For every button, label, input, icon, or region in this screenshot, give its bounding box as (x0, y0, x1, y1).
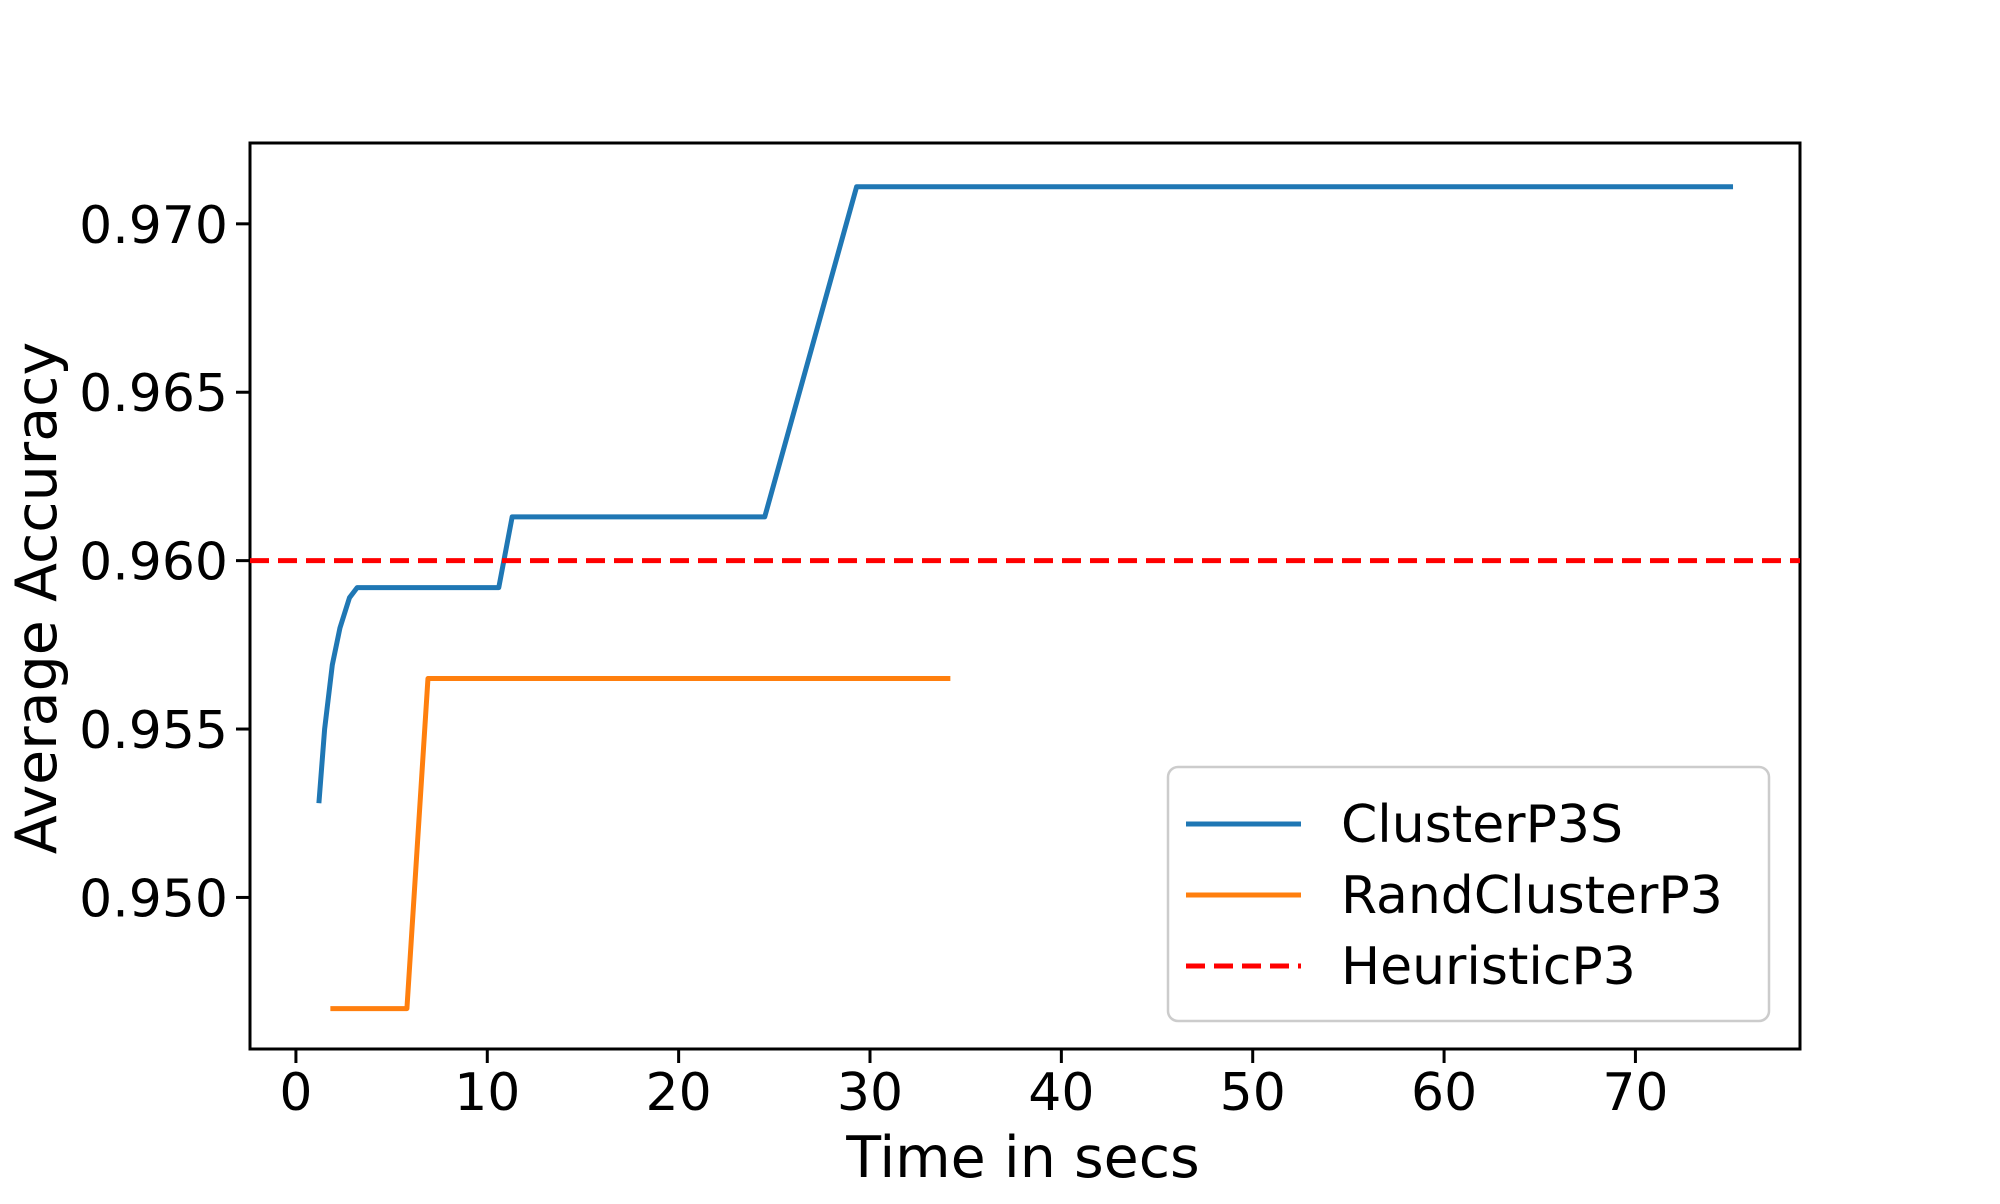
x-tick-label: 70 (1602, 1063, 1668, 1123)
y-tick-label: 0.960 (79, 533, 228, 593)
y-tick-label: 0.950 (79, 869, 228, 929)
x-tick-label: 50 (1220, 1063, 1286, 1123)
x-tick-label: 10 (454, 1063, 520, 1123)
series-line-RandClusterP3 (330, 676, 951, 1012)
y-tick-label: 0.965 (79, 364, 228, 424)
legend-label-HeuristicP3: HeuristicP3 (1341, 937, 1636, 997)
x-tick-label: 40 (1028, 1063, 1094, 1123)
y-tick-label: 0.955 (79, 701, 228, 761)
legend-box (1166, 765, 1771, 1023)
plot-border (248, 141, 1802, 1051)
x-tick-label: 60 (1411, 1063, 1477, 1123)
legend: ClusterP3S RandClusterP3 HeuristicP3 (1166, 765, 1771, 1023)
series-lines (250, 184, 1800, 1012)
x-tick-label: 30 (837, 1063, 903, 1123)
axis-ticks: 0 10 20 30 40 50 60 70 0.950 0.955 0.960 0.965 0.970 (79, 196, 1668, 1123)
y-axis-label: Average Accuracy (4, 342, 70, 854)
x-tick-label: 0 (279, 1063, 312, 1123)
legend-label-ClusterP3S: ClusterP3S (1341, 795, 1623, 855)
y-tick-label: 0.970 (79, 196, 228, 256)
legend-label-RandClusterP3: RandClusterP3 (1341, 866, 1723, 926)
series-line-ClusterP3S (316, 184, 1734, 804)
x-axis-label: Time in secs (845, 1125, 1200, 1191)
x-tick-label: 20 (646, 1063, 712, 1123)
plot-area (248, 141, 1802, 1051)
